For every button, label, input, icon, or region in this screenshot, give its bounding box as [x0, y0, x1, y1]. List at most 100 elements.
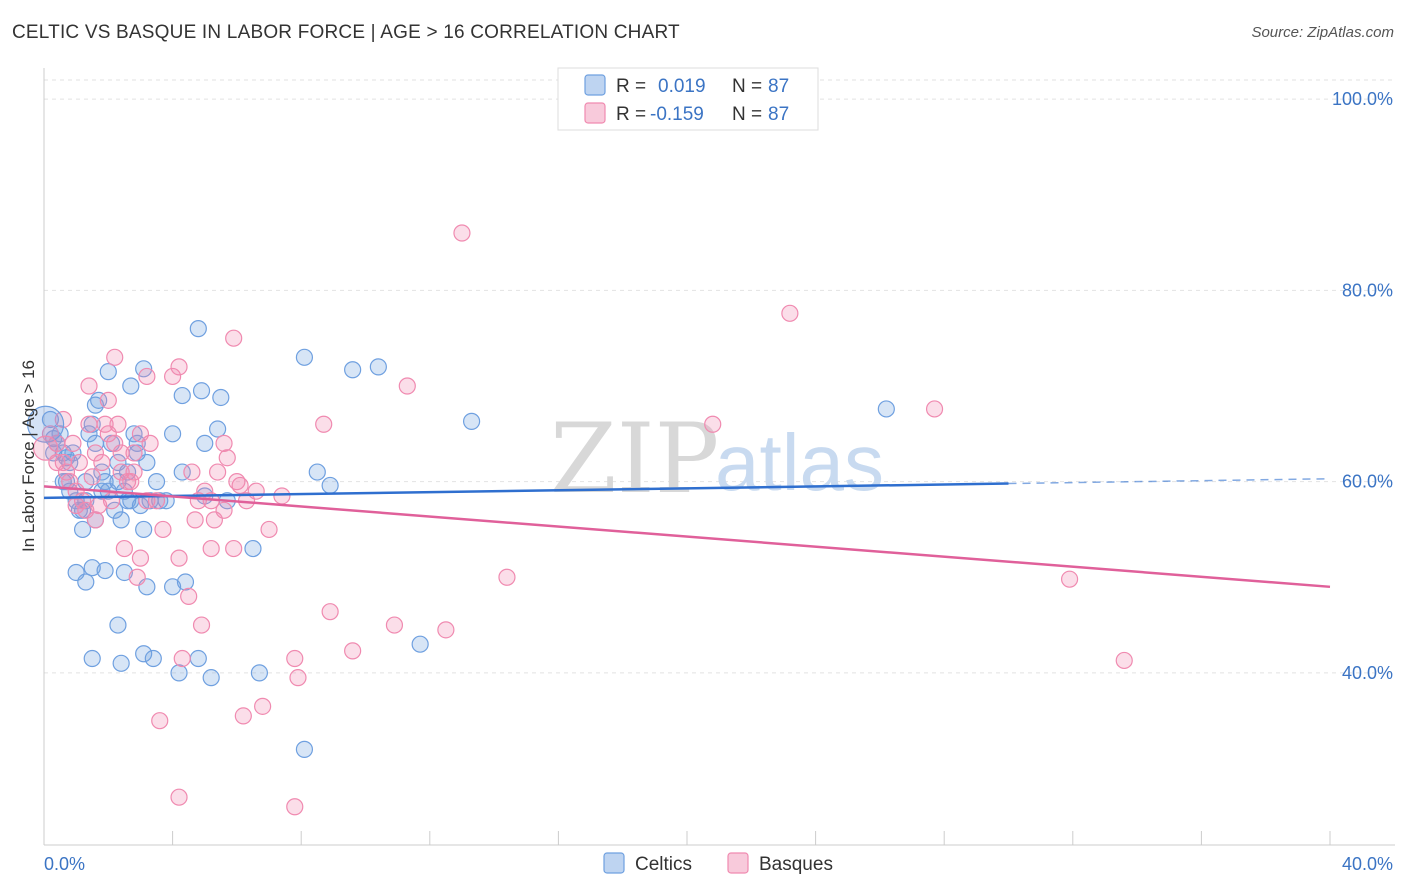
basques-point: [151, 712, 169, 730]
basques-point: [102, 492, 121, 510]
basques-point: [704, 415, 722, 433]
legend-celtics-swatch: [603, 852, 625, 874]
basques-point: [83, 468, 101, 486]
basques-point: [80, 415, 98, 433]
basques-point: [209, 463, 227, 481]
celtics-point: [196, 434, 214, 452]
basques-point: [173, 649, 191, 668]
watermark-zip: ZIP: [550, 403, 719, 515]
basques-point: [154, 520, 172, 539]
celtics-point: [462, 412, 481, 430]
basques-point: [183, 463, 201, 481]
gridlines: [44, 79, 1395, 674]
trend-lines: [43, 478, 1331, 589]
basques-points: [41, 224, 1133, 816]
celtics-point: [80, 425, 98, 443]
celtics-point: [411, 635, 429, 653]
y-tick-labels: 40.0% 60.0% 80.0% 100.0%: [1332, 89, 1393, 683]
celtics-point: [122, 377, 140, 395]
basques-point: [315, 415, 333, 433]
celtics-point: [125, 425, 143, 443]
basques-point: [80, 377, 98, 395]
r-label: R =: [616, 104, 646, 125]
celtics-point: [321, 476, 339, 495]
basques-point: [96, 415, 114, 433]
celtics-point: [118, 463, 137, 481]
celtics-point: [112, 654, 130, 672]
basques-point: [234, 707, 252, 725]
basques-point: [170, 549, 188, 567]
legend-basques-label: Basques: [759, 854, 833, 875]
basques-point: [99, 391, 117, 409]
celtics-point: [51, 425, 69, 443]
basques-point: [180, 587, 198, 605]
basques-point: [115, 539, 133, 558]
celtics-point: [96, 561, 114, 580]
celtics-point: [135, 520, 153, 539]
basques-point: [93, 453, 111, 472]
r-label: R =: [616, 76, 646, 97]
basques-point: [437, 621, 455, 639]
basques-point: [131, 549, 150, 567]
celtics-point: [135, 645, 153, 663]
basques-point: [125, 463, 143, 481]
celtics-point: [83, 559, 101, 577]
basques-point: [254, 697, 272, 715]
celtics-point: [369, 358, 387, 376]
celtics-point: [27, 405, 65, 443]
stats-legend: R = 0.019 N = 87 R = -0.159 N = 87: [557, 67, 819, 131]
basques-point: [289, 669, 307, 687]
celtics-point: [61, 453, 79, 472]
celtics-point: [147, 473, 166, 491]
y-tick-label: 40.0%: [1342, 663, 1393, 683]
celtics-point: [250, 664, 269, 682]
x-tick-label: 0.0%: [44, 854, 85, 874]
basques-point: [77, 501, 95, 519]
y-axis-label: In Labor Force | Age > 16: [19, 360, 38, 552]
n-label: N =: [732, 104, 762, 125]
basques-point: [170, 788, 188, 806]
celtics-point: [112, 511, 130, 529]
basques-point: [64, 434, 82, 452]
data-points: [27, 224, 1133, 816]
y-tick-label: 60.0%: [1342, 472, 1393, 492]
celtics-points: [41, 320, 895, 758]
basques-point: [385, 616, 404, 634]
celtics-point: [176, 573, 195, 591]
basques-swatch: [584, 102, 606, 124]
basques-point: [215, 434, 233, 452]
legend-basques-swatch: [727, 852, 749, 874]
celtics-point: [128, 434, 146, 452]
watermark-atlas: atlas: [715, 418, 884, 507]
basques-point: [138, 367, 156, 386]
basques-point: [109, 415, 127, 433]
celtics-point: [295, 740, 314, 758]
basques-point: [1115, 651, 1133, 670]
basques-point: [781, 304, 799, 322]
basques-point: [225, 539, 243, 558]
basques-point: [106, 434, 124, 452]
n-value: 87: [768, 104, 789, 125]
chart-title: CELTIC VS BASQUE IN LABOR FORCE | AGE > …: [12, 22, 680, 43]
celtics-point: [344, 361, 362, 379]
celtics-point: [99, 363, 117, 381]
celtics-point: [77, 573, 95, 591]
celtics-point: [106, 501, 124, 519]
celtics-point: [115, 563, 133, 582]
celtics-point: [209, 420, 227, 438]
legend-celtics-label: Celtics: [635, 854, 692, 875]
n-label: N =: [732, 76, 762, 97]
basques-point: [453, 224, 471, 242]
basques-point: [398, 377, 416, 395]
y-tick-label: 100.0%: [1332, 89, 1393, 109]
celtics-trend-extension: [1008, 478, 1331, 485]
celtics-point: [173, 463, 191, 481]
basques-point: [218, 449, 236, 467]
basques-point: [202, 539, 220, 558]
celtics-point: [202, 669, 220, 687]
celtics-point: [73, 520, 92, 539]
y-tick-label: 80.0%: [1342, 280, 1393, 300]
basques-point: [164, 367, 182, 386]
n-value: 87: [768, 76, 789, 97]
basques-point: [112, 444, 130, 462]
